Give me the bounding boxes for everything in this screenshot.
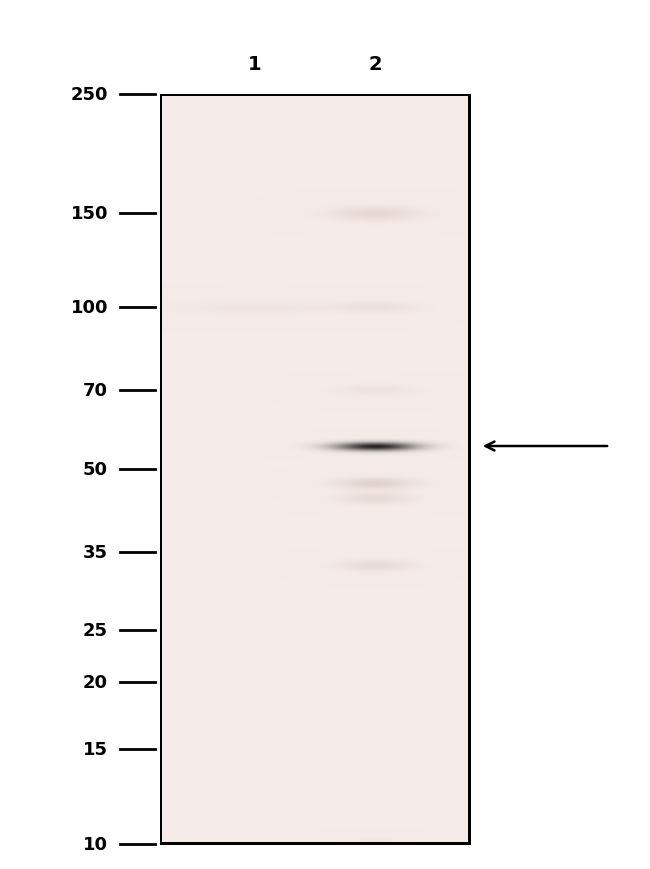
Text: 150: 150 [70,205,108,222]
Text: 15: 15 [83,740,108,758]
Text: 1: 1 [248,56,262,75]
Text: 2: 2 [368,56,382,75]
Text: 35: 35 [83,543,108,561]
Text: 50: 50 [83,461,108,479]
Text: 100: 100 [70,299,108,316]
Text: 10: 10 [83,835,108,853]
Text: 250: 250 [70,86,108,104]
Text: 20: 20 [83,673,108,691]
Text: 70: 70 [83,381,108,400]
Text: 25: 25 [83,621,108,640]
